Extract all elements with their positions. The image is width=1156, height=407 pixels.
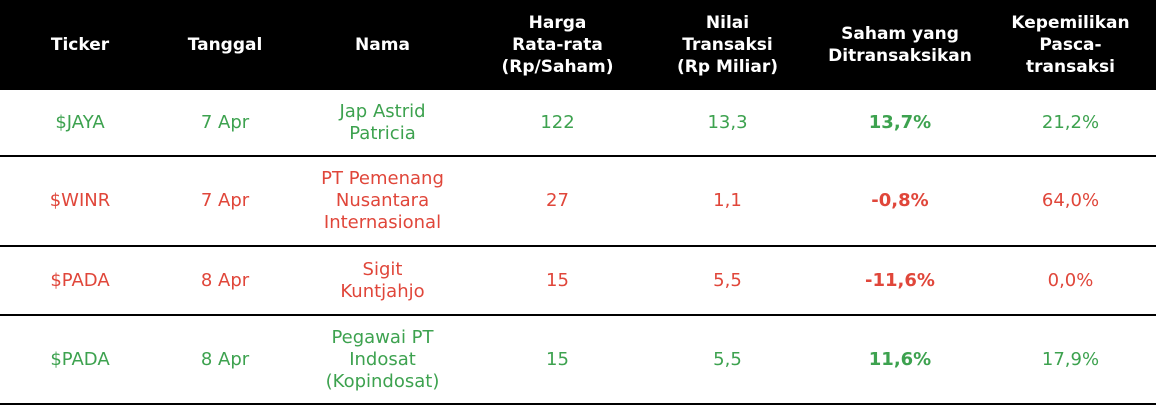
header-cell: Ticker <box>50 35 110 55</box>
table-cell: 21,2% <box>1041 111 1100 133</box>
table-cell: Sigit Kuntjahjo <box>340 258 425 302</box>
table-cell: 8 Apr <box>200 269 250 291</box>
header-cell: Harga Rata-rata (Rp/Saham) <box>501 13 614 77</box>
table-cell: 7 Apr <box>200 190 250 211</box>
table-cell: 1,1 <box>713 190 742 211</box>
table-cell: -11,6% <box>865 269 935 291</box>
header-cell: Nilai Transaksi (Rp Miliar) <box>677 13 778 77</box>
table-cell: $PADA <box>50 348 110 370</box>
table-row: $JAYA 7 Apr Jap Astrid Patricia 122 13,3 13,7… <box>0 90 1156 157</box>
table-cell: 17,9% <box>1041 348 1100 370</box>
table-cell: 7 Apr <box>200 111 250 133</box>
header-cell: Kepemilikan Pasca- transaksi <box>1011 13 1130 77</box>
table-cell: 13,7% <box>868 111 932 133</box>
header-row: Ticker Tanggal Nama Harga Rata-rata (Rp/Sah… <box>0 0 1156 90</box>
table-cell: 27 <box>546 190 569 211</box>
table-cell: 5,5 <box>713 348 742 370</box>
table-cell: 0,0% <box>1047 269 1094 291</box>
table-cell: 64,0% <box>1041 190 1100 211</box>
table-cell: $PADA <box>50 269 110 291</box>
header-cell: Saham yang Ditransaksikan <box>828 24 972 66</box>
table-cell: Jap Astrid Patricia <box>339 100 426 144</box>
table-cell: $JAYA <box>55 111 105 133</box>
header-cell: Nama <box>355 35 410 55</box>
table-cell: PT Pemenang Nusantara Internasional <box>321 168 444 233</box>
table-cell: 122 <box>540 111 575 133</box>
table-cell: 11,6% <box>868 348 932 370</box>
table-row: $PADA 8 Apr Pegawai PT Indosat (Kopindosat… <box>0 316 1156 405</box>
table-cell: 8 Apr <box>200 348 250 370</box>
table-cell: -0,8% <box>871 190 929 211</box>
table-cell: 15 <box>546 348 569 370</box>
table-cell: 15 <box>546 269 569 291</box>
header-cell: Tanggal <box>187 35 263 55</box>
table-row: $WINR 7 Apr PT Pemenang Nusantara Internas… <box>0 157 1156 247</box>
table-cell: 13,3 <box>707 111 748 133</box>
table-cell: Pegawai PT Indosat (Kopindosat) <box>325 326 440 392</box>
table-cell: 5,5 <box>713 269 742 291</box>
table-cell: $WINR <box>49 190 111 211</box>
table-row: $PADA 8 Apr Sigit Kuntjahjo 15 5,5 -11,6% 0,0% <box>0 247 1156 316</box>
